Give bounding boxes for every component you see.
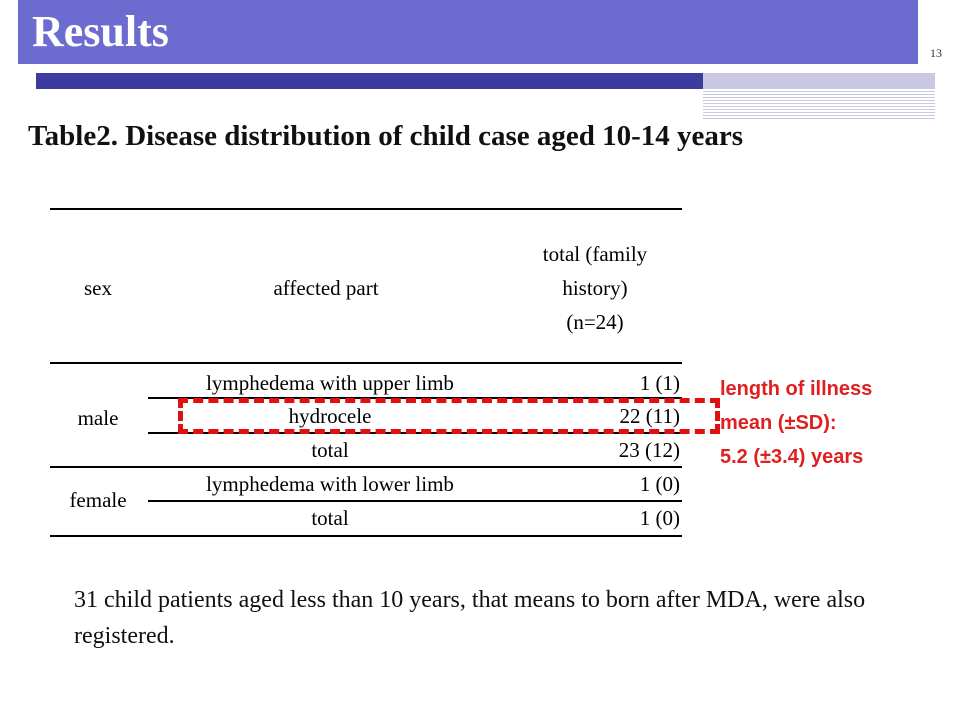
table-cell-total: 1 (0) [639,472,680,496]
table-header-rule [50,362,682,364]
note-line: mean (±SD): [720,412,837,434]
table-cell-total: 1 (1) [639,371,680,395]
table-caption: Table2. Disease distribution of child ca… [28,120,744,152]
page-number: 13 [930,46,942,60]
table-cell-part: lymphedema with lower limb [206,472,454,496]
header-total-line3: (n=24) [566,310,624,334]
table-row-rule [148,500,682,502]
note-line: 5.2 (±3.4) years [720,446,864,468]
header-total-line2: history) [562,276,628,300]
table-cell-part: total [311,438,349,462]
sex-male: male [77,406,119,430]
note-line: length of illness [720,378,873,400]
header-sex: sex [84,276,112,300]
hydrocele-highlight-box [178,398,720,434]
table-section-rule [50,466,682,468]
table-cell-part: hydrocele [288,404,372,428]
table-cell-part: total [311,506,349,530]
table-cell-total: 23 (12) [618,438,680,462]
header-stripes-decoration [703,91,935,119]
table-cell-part: lymphedema with upper limb [206,371,454,395]
slide-title: Results [32,7,169,56]
table-bottom-rule [50,535,682,537]
title-bar [18,0,918,64]
table-cell-total: 22 (11) [619,404,680,428]
header-affected-part: affected part [273,276,379,300]
table-cell-total: 1 (0) [639,506,680,530]
sex-female: female [69,488,127,512]
illness-length-note: length of illness mean (±SD): 5.2 (±3.4)… [720,372,872,474]
header-total-line1: total (family [542,242,648,266]
header-rule-light [703,73,935,89]
header-rule-dark [36,73,703,89]
footnote-text: 31 child patients aged less than 10 year… [74,587,866,649]
table-top-rule [50,208,682,210]
